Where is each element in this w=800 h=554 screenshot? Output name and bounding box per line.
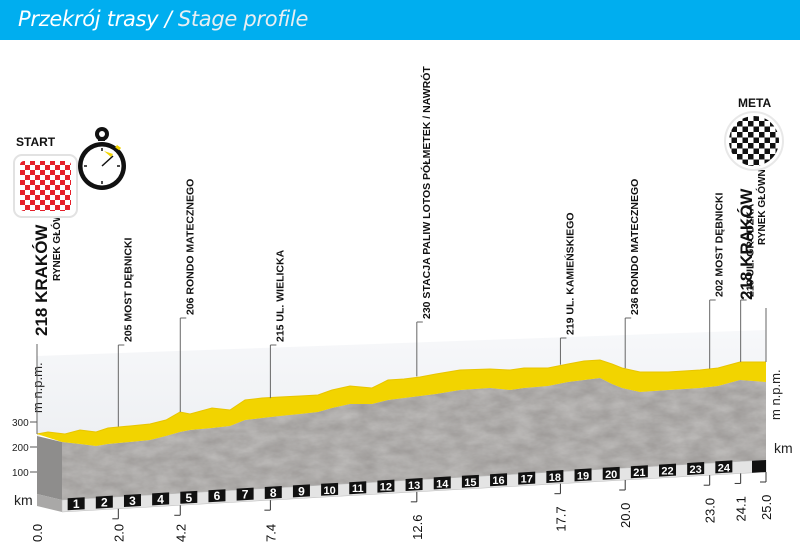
start-marker: START	[13, 135, 78, 218]
waypoint: 25.0 218 KRAKÓW RYNEK GŁÓWNY	[737, 162, 774, 520]
km-marker-label: 2	[101, 496, 108, 510]
km-marker-label: 19	[577, 470, 589, 482]
waypoint: 12.6 230 STACJA PALIW LOTOS PÓŁMETEK / NA…	[410, 66, 433, 540]
finish-flag-icon	[729, 116, 779, 166]
km-marker-label: 23	[690, 464, 702, 476]
km-marker-label: 8	[270, 486, 277, 500]
y-tick-300: 300	[12, 418, 29, 429]
waypoint-km: 25.0	[759, 495, 774, 520]
waypoint: 20.0 236 RONDO MATECZNEGO	[618, 179, 641, 528]
waypoint-name: 218 KRAKÓW	[737, 188, 756, 300]
x-axis-unit-right: km	[774, 440, 793, 456]
km-marker-label: 10	[323, 485, 335, 497]
km-marker-label: 3	[129, 494, 136, 508]
km-marker-label: 18	[549, 472, 561, 484]
km-marker-label: 17	[521, 474, 533, 486]
waypoint-sub: RYNEK GŁÓWNY	[50, 198, 63, 281]
road-surface	[37, 360, 766, 446]
km-marker-label: 5	[185, 491, 192, 505]
waypoint: 17.7 219 UL. KAMIEŃSKIEGO	[553, 212, 576, 531]
km-marker-label: 24	[718, 462, 731, 474]
waypoint-km: 12.6	[410, 515, 425, 540]
title-english: Stage profile	[177, 7, 309, 31]
km-marker-label: 21	[633, 467, 645, 479]
km-strip-markers: 1 2 3 4 5 6 7 8 9 10 11 12 13 14 15 16 17 18 19 20 21 22 23 24	[67, 460, 766, 511]
title-separator: /	[158, 7, 178, 31]
waypoint-name: 202 MOST DĘBNICKI	[714, 192, 726, 297]
km-marker-label: 13	[408, 480, 420, 492]
waypoint-km: 23.0	[703, 498, 718, 523]
waypoint: 23.0 202 MOST DĘBNICKI	[703, 192, 726, 523]
km-marker-label: 16	[492, 475, 504, 487]
waypoint: 2.0 205 MOST DĘBNICKI	[111, 237, 134, 542]
waypoint-km: 20.0	[618, 503, 633, 528]
km-marker-label: 20	[605, 469, 617, 481]
waypoint: 7.4 215 UL. WIELICKA	[263, 249, 286, 542]
waypoint-name: 230 STACJA PALIW LOTOS PÓŁMETEK / NAWRÓT	[420, 66, 433, 319]
waypoint-km: 2.0	[111, 524, 126, 542]
start-label: START	[16, 135, 56, 149]
km-marker-label: 22	[661, 466, 673, 478]
finish-marker: META	[724, 96, 784, 171]
y-tick-100: 100	[12, 468, 29, 479]
waypoint-sub: RYNEK GŁÓWNY	[755, 162, 768, 245]
km-marker-label: 15	[464, 477, 476, 489]
waypoint-km: 24.1	[734, 496, 749, 521]
km-marker-label: 11	[352, 483, 364, 495]
stopwatch-icon	[78, 127, 126, 190]
km-marker-label: 6	[214, 489, 221, 503]
right-axis: m n.p.m. km	[768, 369, 793, 456]
page-title: Przekrój trasy / Stage profile	[18, 7, 308, 31]
km-marker-label: 14	[436, 478, 449, 490]
waypoint-km: 4.2	[173, 524, 188, 542]
waypoint-km: 0.0	[30, 524, 45, 542]
waypoint: 4.2 206 RONDO MATECZNEGO	[173, 179, 196, 542]
km-marker-label: 4	[157, 492, 164, 506]
waypoint: 24.1 219 UL. GRODZKA	[734, 203, 757, 521]
waypoint-name: 205 MOST DĘBNICKI	[122, 237, 134, 342]
start-flag-icon	[20, 161, 71, 211]
waypoint-name: 219 UL. GRODZKA	[745, 203, 757, 297]
y-axis-unit-right: m n.p.m.	[768, 369, 783, 420]
y-tick-200: 200	[12, 443, 29, 454]
waypoint-name: 236 RONDO MATECZNEGO	[629, 179, 641, 315]
waypoint-km: 7.4	[263, 524, 278, 542]
finish-label: META	[738, 96, 771, 110]
km-marker-label: 1	[73, 497, 80, 511]
title-polish: Przekrój trasy	[18, 7, 159, 31]
waypoint-name: 206 RONDO MATECZNEGO	[184, 179, 196, 315]
page-header: Przekrój trasy / Stage profile	[0, 0, 800, 40]
waypoint-name: 218 KRAKÓW	[32, 224, 51, 336]
x-axis-unit-left: km	[14, 492, 33, 508]
waypoint-name: 215 UL. WIELICKA	[274, 249, 286, 342]
waypoint-name: 219 UL. KAMIEŃSKIEGO	[563, 212, 576, 335]
waypoint: 0.0 218 KRAKÓW RYNEK GŁÓWNY	[30, 198, 63, 542]
km-marker-label: 12	[380, 482, 392, 494]
waypoint-km: 17.7	[553, 506, 568, 531]
km-marker-label: 9	[298, 484, 305, 498]
km-strip-side	[37, 494, 62, 512]
left-wall	[37, 436, 62, 500]
km-marker-label: 7	[242, 488, 249, 502]
